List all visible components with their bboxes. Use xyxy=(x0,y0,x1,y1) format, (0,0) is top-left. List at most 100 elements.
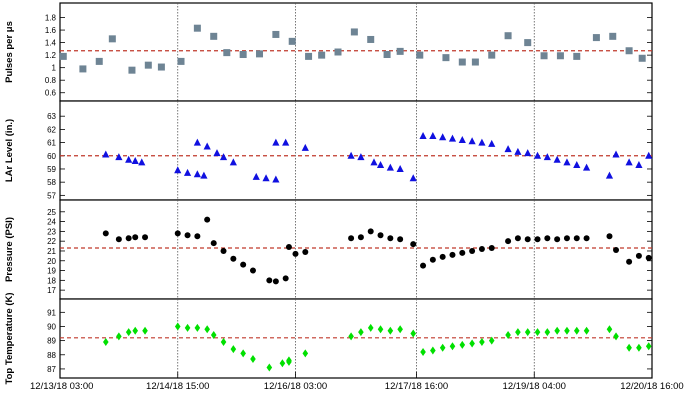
data-point-diamond xyxy=(116,332,122,341)
data-point-diamond xyxy=(125,328,132,337)
data-point-diamond xyxy=(142,326,148,335)
data-point-circle xyxy=(514,235,521,242)
data-point-circle xyxy=(115,236,122,243)
data-point-circle xyxy=(583,235,590,242)
data-point-square xyxy=(177,57,185,65)
data-point-circle xyxy=(397,236,404,243)
data-point-triangle xyxy=(635,161,643,169)
data-point-diamond xyxy=(210,330,217,339)
data-point-square xyxy=(396,47,404,55)
y-axis-title: LAr Level (in.) xyxy=(4,119,15,182)
data-point-square xyxy=(288,37,296,45)
data-point-triangle xyxy=(131,157,139,165)
data-point-triangle xyxy=(429,131,437,139)
panel-4: 87 88 89 90 91 Top Temperature (K) xyxy=(4,292,653,385)
data-point-circle xyxy=(635,252,642,259)
data-point-diamond xyxy=(636,343,642,352)
data-point-triangle xyxy=(543,153,551,161)
data-point-triangle xyxy=(203,142,211,150)
y-tick-label: 88 xyxy=(47,351,56,360)
data-point-circle xyxy=(240,261,247,268)
data-point-diamond xyxy=(488,336,495,345)
y-tick-label: 91 xyxy=(47,308,56,317)
data-point-triangle xyxy=(272,175,280,183)
data-point-circle xyxy=(102,230,109,237)
data-point-circle xyxy=(439,253,446,260)
data-point-square xyxy=(108,35,116,43)
data-point-square xyxy=(350,28,358,36)
data-point-diamond xyxy=(367,323,374,332)
data-point-diamond xyxy=(613,332,619,341)
data-point-circle xyxy=(230,255,237,262)
data-point-triangle xyxy=(573,161,581,169)
data-point-circle xyxy=(613,246,620,253)
y-axis-title: Pulses per μs xyxy=(4,21,15,83)
data-point-triangle xyxy=(396,164,404,172)
y-tick-label: 1.8 xyxy=(45,14,57,23)
data-point-square xyxy=(592,34,600,42)
data-point-diamond xyxy=(469,339,475,348)
data-point-triangle xyxy=(645,151,653,159)
data-point-diamond xyxy=(286,356,292,365)
y-tick-label: 59 xyxy=(47,165,56,174)
panel-frame xyxy=(59,199,653,300)
data-point-triangle xyxy=(262,174,270,182)
data-point-circle xyxy=(626,258,633,265)
data-point-circle xyxy=(282,275,289,282)
data-point-diamond xyxy=(302,349,309,358)
data-point-square xyxy=(524,39,532,47)
data-point-triangle xyxy=(524,149,532,157)
data-point-circle xyxy=(174,230,181,237)
data-point-diamond xyxy=(279,359,286,368)
data-point-triangle xyxy=(448,134,457,142)
data-point-circle xyxy=(524,236,531,243)
data-point-diamond xyxy=(220,338,227,347)
y-tick-label: 90 xyxy=(47,322,56,331)
data-point-triangle xyxy=(376,161,385,169)
data-point-square xyxy=(210,32,218,40)
data-point-diamond xyxy=(377,325,384,334)
x-tick-label: 12/19/18 04:00 xyxy=(503,381,566,392)
data-point-triangle xyxy=(125,155,133,163)
data-point-diamond xyxy=(194,323,201,332)
data-point-triangle xyxy=(174,166,182,174)
y-tick-label: 60 xyxy=(47,152,56,161)
data-point-triangle xyxy=(553,155,561,163)
data-point-circle xyxy=(142,234,149,241)
y-tick-label: 25 xyxy=(47,208,56,217)
data-point-triangle xyxy=(219,153,228,161)
data-point-diamond xyxy=(420,347,426,356)
data-point-circle xyxy=(266,277,273,284)
y-tick-label: 1.2 xyxy=(45,51,57,60)
data-point-triangle xyxy=(533,151,542,159)
y-tick-label: 1.6 xyxy=(45,26,57,35)
data-point-square xyxy=(416,51,424,59)
y-tick-label: 87 xyxy=(47,365,56,374)
data-point-diamond xyxy=(554,326,560,335)
data-point-square xyxy=(334,48,342,56)
data-point-square xyxy=(305,52,313,60)
data-point-triangle xyxy=(200,171,208,179)
data-point-diamond xyxy=(459,340,466,349)
y-axis-title: Top Temperature (K) xyxy=(4,292,15,384)
data-point-square xyxy=(79,65,87,73)
data-point-square xyxy=(256,50,264,58)
y-tick-label: 89 xyxy=(47,337,56,346)
data-point-circle xyxy=(606,233,613,240)
data-point-diamond xyxy=(430,346,436,355)
y-tick-label: 58 xyxy=(47,178,56,187)
data-point-square xyxy=(488,51,496,59)
data-point-triangle xyxy=(357,153,365,161)
y-tick-label: 63 xyxy=(47,112,56,121)
data-point-circle xyxy=(292,250,299,257)
data-point-diamond xyxy=(449,342,456,351)
x-tick-label: 12/20/18 16:00 xyxy=(620,381,683,392)
data-point-triangle xyxy=(458,135,466,143)
data-point-triangle xyxy=(193,138,201,146)
data-point-square xyxy=(318,51,326,59)
x-tick-label: 12/17/18 16:00 xyxy=(385,381,448,392)
y-tick-label: 21 xyxy=(47,247,56,256)
y-tick-label: 19 xyxy=(47,267,56,276)
y-tick-label: 0.6 xyxy=(45,89,57,98)
y-tick-label: 0.8 xyxy=(45,76,57,85)
